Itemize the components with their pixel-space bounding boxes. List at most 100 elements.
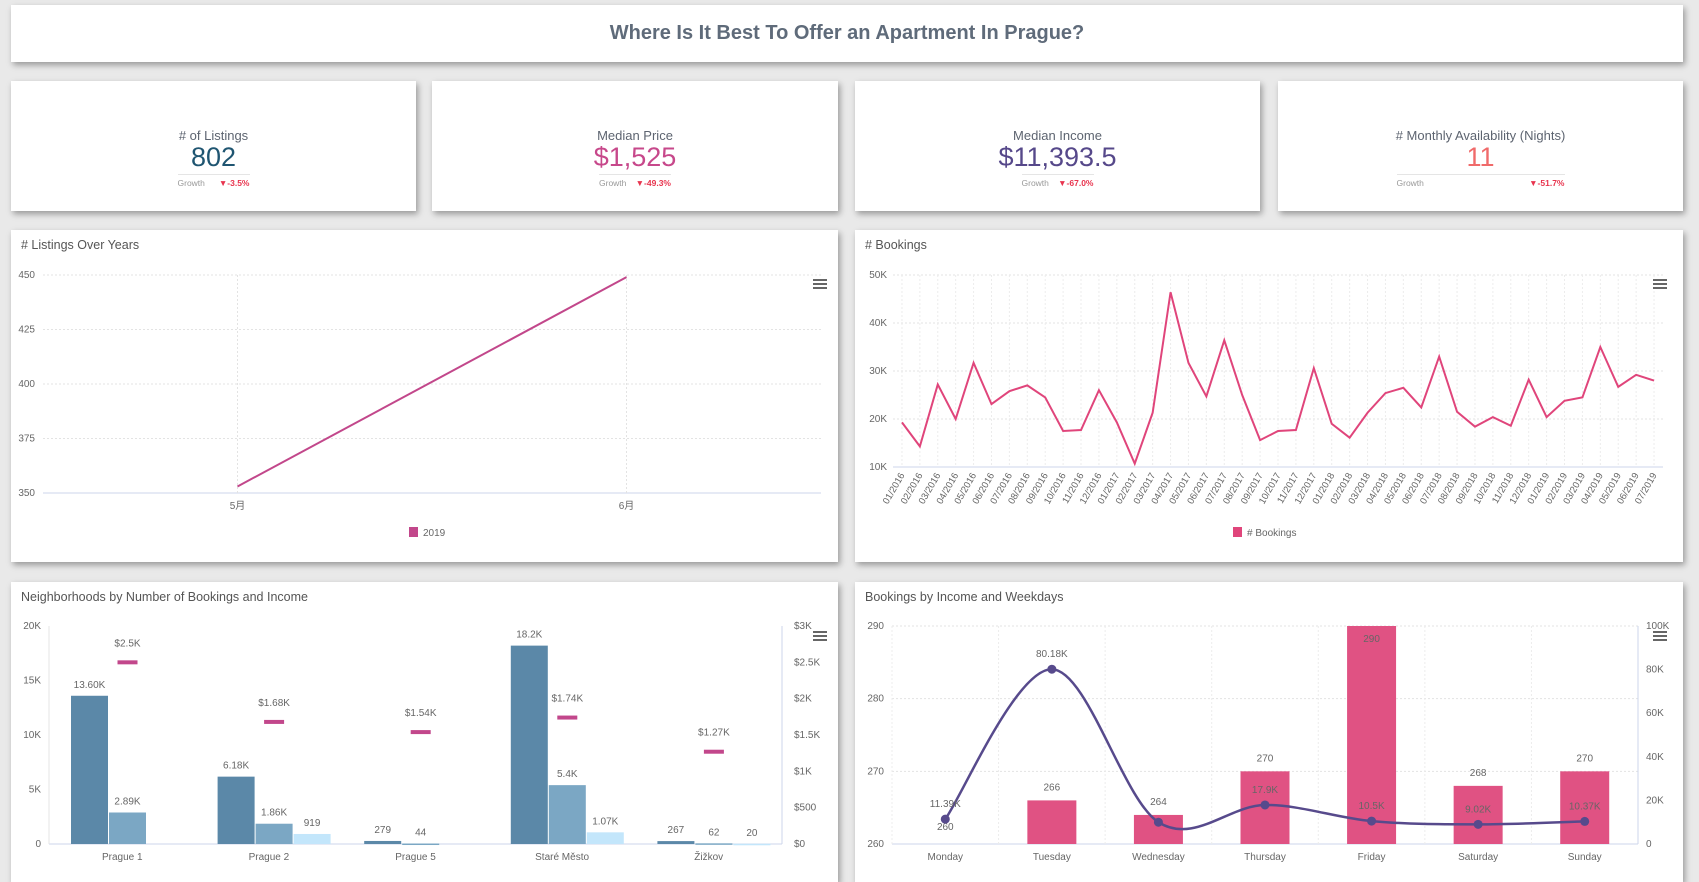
legend-label: # Bookings [1247, 528, 1296, 539]
kpi-label: # Monthly Availability (Nights) [1395, 128, 1566, 143]
hamburger-menu-icon[interactable] [813, 279, 827, 289]
data-label: $2.5K [114, 638, 140, 649]
income-point [1580, 816, 1590, 826]
bar [1027, 800, 1077, 844]
y-tick-label: 20K [869, 414, 887, 425]
x-tick-label: 6月 [619, 500, 635, 512]
y-tick-label: $2K [794, 694, 812, 705]
data-label: 9.02K [1465, 804, 1491, 815]
kpi-card-median-price: Median Price $1,525 Growth ▼-49.3% [432, 81, 838, 211]
data-label: 2.89K [114, 796, 140, 807]
data-label: 290 [1363, 634, 1380, 645]
data-label: 270 [1257, 753, 1274, 764]
y-tick-label: $2.5K [794, 657, 820, 668]
chart-title: # Bookings [865, 238, 927, 252]
y-tick-label: 10K [23, 730, 41, 741]
income-marker [557, 715, 578, 720]
growth-label: Growth [177, 178, 205, 188]
y-tick-label: 15K [23, 676, 41, 687]
data-label: 1.86K [261, 808, 287, 819]
y-tick-label: 0 [1646, 839, 1652, 850]
kpi-label: Median Income [1013, 128, 1102, 143]
income-point [1047, 664, 1057, 674]
y-tick-label: 60K [1646, 708, 1664, 719]
bar [1347, 626, 1397, 844]
y-tick-label: 270 [867, 766, 884, 777]
bar [548, 785, 586, 844]
bar [695, 843, 733, 845]
kpi-card-listings: # of Listings 802 Growth ▼-3.5% [11, 81, 416, 211]
y-tick-label: 375 [18, 434, 35, 445]
data-label: 62 [708, 827, 720, 838]
series-line-bookings [901, 292, 1655, 467]
hamburger-menu-icon[interactable] [1653, 279, 1667, 289]
y-tick-label: $500 [794, 803, 817, 814]
y-tick-label: 50K [869, 270, 887, 281]
bar [510, 645, 548, 844]
bar [217, 776, 255, 844]
data-label: 264 [1150, 797, 1167, 808]
growth-value: ▼-67.0% [1058, 178, 1094, 188]
data-label: 17.9K [1252, 785, 1278, 796]
data-label: 1.07K [592, 816, 618, 827]
income-marker [703, 749, 724, 754]
kpi-label: # of Listings [178, 128, 249, 143]
growth-label: Growth [1021, 178, 1049, 188]
income-marker [117, 660, 138, 665]
y-tick-label: 20K [1646, 795, 1664, 806]
bar [1560, 771, 1610, 844]
x-tick-label: Žižkov [694, 850, 723, 863]
data-label: $1.27K [698, 728, 730, 739]
y-tick-label: $1K [794, 766, 812, 777]
bar [586, 832, 624, 844]
y-tick-label: 280 [867, 694, 884, 705]
bar [733, 843, 771, 846]
data-label: 6.18K [223, 761, 249, 772]
data-label: 268 [1470, 768, 1487, 779]
y-tick-label: 260 [867, 839, 884, 850]
y-tick-label: $3K [794, 621, 812, 632]
y-tick-label: 40K [869, 318, 887, 329]
chart-title: # Listings Over Years [21, 238, 140, 252]
income-point [1260, 800, 1270, 810]
data-label: 919 [304, 818, 321, 829]
growth-value: ▼-51.7% [1529, 178, 1565, 188]
y-tick-label: 350 [18, 488, 35, 499]
legend-swatch [409, 527, 418, 537]
bar [71, 695, 108, 844]
income-marker [410, 730, 431, 735]
neighborhoods-chart: 05K10K15K20K$0$500$1K$1.5K$2K$2.5K$3KPra… [23, 621, 820, 863]
legend-label: 2019 [423, 528, 446, 539]
weekdays-chart: 260270280290020K40K60K80K100KMonday260Tu… [867, 621, 1669, 863]
data-label: 80.18K [1036, 649, 1068, 660]
data-label: 44 [415, 828, 427, 839]
hamburger-menu-icon[interactable] [813, 631, 827, 641]
income-marker [264, 719, 285, 724]
kpi-label: Median Price [597, 128, 673, 143]
weekdays-panel: Bookings by Income and Weekdays 260 270 28… [855, 582, 1683, 882]
series-line-2019 [237, 276, 627, 488]
hamburger-menu-icon[interactable] [1653, 631, 1667, 641]
kpi-card-median-income: Median Income $11,393.5 Growth ▼-67.0% [855, 81, 1260, 211]
kpi-value: 802 [190, 142, 237, 172]
y-tick-label: 290 [867, 621, 884, 632]
bar [364, 840, 402, 844]
growth-label: Growth [599, 178, 627, 188]
data-label: 10.37K [1569, 801, 1601, 812]
bookings-chart: 10K20K30K40K50K01/201602/201603/201604/2… [869, 270, 1663, 539]
data-label: 11.39K [930, 799, 961, 810]
neighborhoods-panel: Neighborhoods by Number of Bookings and … [11, 582, 838, 882]
y-tick-label: 425 [18, 325, 35, 336]
data-label: 20 [746, 828, 758, 839]
y-tick-label: 400 [18, 379, 35, 390]
data-label: $1.54K [405, 708, 437, 719]
x-tick-label: 5月 [230, 500, 246, 512]
data-label: 5.4K [557, 769, 578, 780]
data-label: 279 [374, 825, 391, 836]
data-label: $1.68K [258, 698, 290, 709]
bar [293, 833, 331, 844]
data-label: 270 [1576, 753, 1593, 764]
y-tick-label: 0 [35, 839, 41, 850]
y-tick-label: 10K [869, 462, 887, 473]
data-label: 18.2K [516, 630, 542, 641]
